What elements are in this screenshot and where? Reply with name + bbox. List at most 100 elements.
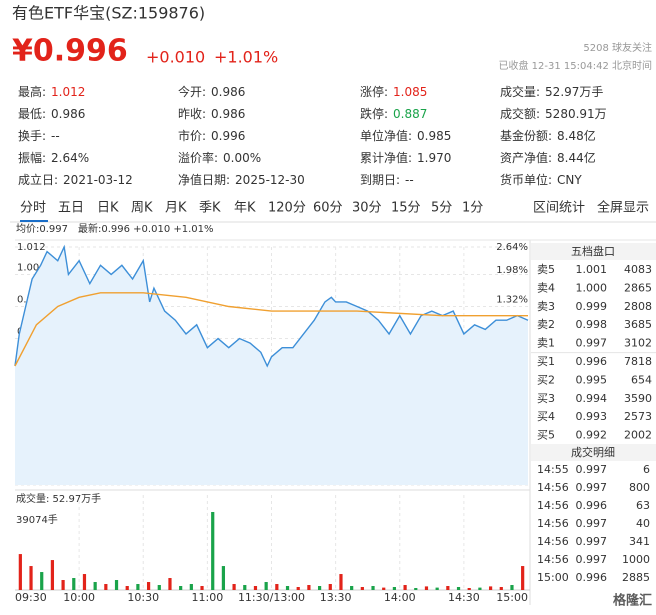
stat-value: 5280.91万 [545,107,607,121]
tab[interactable]: 月K [165,201,187,216]
tab[interactable]: 日K [97,201,119,216]
tab[interactable]: 五日 [58,201,84,216]
volume-bar [478,587,482,590]
trade-time: 14:56 [537,553,569,566]
stat-label: 溢价率: [178,150,218,165]
volume-bar [72,578,76,590]
order-volume: 654 [631,373,652,386]
order-book-header [531,243,656,260]
order-price: 0.996 [576,355,608,368]
stat: 累计净值: 1.970 [360,150,451,165]
x-tick-label: 11:30/13:00 [238,591,305,604]
tab-link[interactable]: 全屏显示 [597,200,649,216]
stat-label: 单位净值: [360,128,412,143]
stat-value: 0.986 [211,107,245,121]
trade-volume: 2885 [622,571,650,584]
volume-bar [104,584,108,590]
stat: 涨停: 1.085 [360,84,427,99]
stat-value: 8.48亿 [557,128,596,143]
price: ¥0.996 [12,34,128,69]
followers[interactable]: 5208 球友关注 [583,41,652,54]
stat-value: 8.44亿 [557,150,596,165]
stat: 基金份额: 8.48亿 [500,128,596,143]
stat: 市价: 0.996 [178,128,245,143]
trade-time: 15:00 [537,571,569,584]
order-price: 0.994 [576,392,608,405]
stat-label: 昨收: [178,107,206,121]
order-volume: 3102 [624,337,652,350]
volume-bar [467,588,471,590]
volume-max-label: 39074手 [16,513,58,526]
trade-time: 14:55 [537,463,569,476]
tab[interactable]: 30分 [352,201,382,216]
tab[interactable]: 年K [234,201,256,216]
volume-bar [157,585,161,590]
order-volume: 2865 [624,281,652,294]
y2-tick-label: 2.64% [496,242,528,253]
volume-bar [339,574,343,590]
stat-value: CNY [557,173,582,187]
order-price: 0.997 [576,337,608,350]
tab[interactable]: 分时 [20,201,46,216]
volume-bar [328,584,332,590]
stat-label: 净值日期: [178,172,230,187]
order-price: 0.993 [576,410,608,423]
stat-label: 成交量: [500,84,540,99]
volume-bar [424,586,429,590]
stat-value: 52.97万手 [545,85,603,99]
stat-label: 跌停: [360,106,388,121]
legend-entry: 最新:0.996 +0.010 +1.01% [78,222,214,235]
tab[interactable]: 15分 [391,201,421,216]
volume-bar [179,586,183,590]
volume-bar [275,584,279,590]
stat-label: 基金份额: [500,128,552,143]
trades-title: 成交明细 [571,445,615,459]
stat-label: 到期日: [360,173,400,187]
tab[interactable]: 周K [131,201,153,216]
stat-label: 涨停: [360,84,388,99]
trade-volume: 341 [629,535,650,548]
tab-link[interactable]: 区间统计 [533,201,585,216]
trade-volume: 6 [643,463,650,476]
stat-label: 累计净值: [360,150,412,165]
price-area [15,247,528,485]
stat: 最低: 0.986 [18,107,85,121]
volume-bar [456,587,461,590]
y2-tick-label: 1.32% [496,295,528,306]
volume-bar [317,586,322,590]
tab[interactable]: 120分 [268,201,306,216]
x-tick-label: 10:00 [63,591,95,604]
order-price: 0.999 [576,300,608,313]
trade-time: 14:56 [537,481,569,494]
tab[interactable]: 季K [199,201,221,216]
volume-bar [125,586,129,590]
stat: 到期日: -- [360,173,414,187]
volume-bar [446,586,450,590]
tab[interactable]: 60分 [313,201,343,216]
stat-value: 0.986 [51,107,85,121]
volume-bar [211,512,215,590]
volume-bar [50,560,55,590]
stat-value: 2021-03-12 [63,173,133,187]
x-tick-label: 14:30 [448,591,480,604]
trade-price: 0.997 [576,553,608,566]
volume-bar [285,586,290,590]
tab[interactable]: 5分 [431,201,452,216]
x-tick-label: 13:30 [320,591,352,604]
order-side: 卖4 [537,281,555,294]
change: +0.010 [146,48,205,67]
stat: 溢价率: 0.00% [178,150,261,165]
stat-label: 成立日: [18,172,58,187]
stat-value: 1.012 [51,85,85,99]
stat: 最高: 1.012 [18,84,85,99]
stat-value: -- [51,129,60,143]
stat: 货币单位: CNY [500,172,582,187]
trade-time: 14:56 [537,499,569,512]
order-volume: 3685 [624,318,652,331]
tab[interactable]: 1分 [462,201,483,216]
stat: 资产净值: 8.44亿 [500,150,596,165]
order-price: 1.000 [576,281,608,294]
stat-value: 1.085 [393,85,427,99]
order-side: 买2 [537,373,555,386]
order-volume: 2573 [624,410,652,423]
